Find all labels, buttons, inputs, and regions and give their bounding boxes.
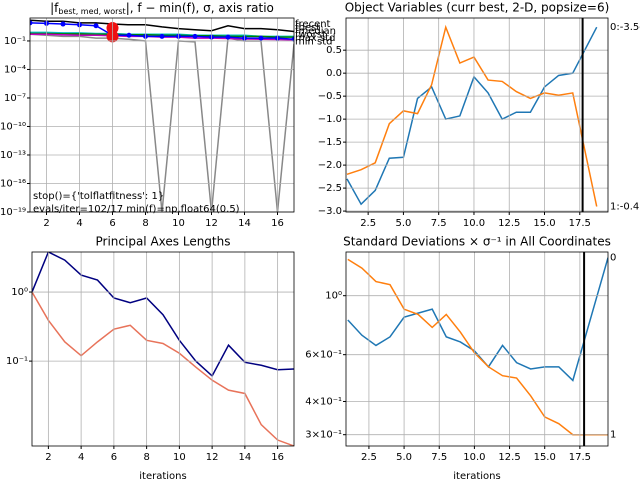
series-marker [291, 36, 294, 42]
x-tick-label: 12 [205, 218, 218, 229]
x-tick-label: 4 [78, 452, 84, 463]
y-tick-label: 0.0 [326, 68, 342, 79]
y-tick-label: 10⁻¹⁰ [0, 121, 26, 132]
plot-area [346, 24, 598, 207]
x-axis-label: iterations [139, 471, 186, 480]
series-line [32, 252, 294, 378]
x-tick-label: 2 [45, 452, 51, 463]
y-tick-label: −1.5 [318, 137, 342, 148]
x-tick-label: 10.0 [463, 218, 485, 229]
y-tick-label: 10⁰ [11, 287, 28, 298]
y-tick-label: 0.5 [326, 45, 342, 56]
series-line [347, 258, 608, 436]
x-tick-label: 4 [76, 218, 82, 229]
x-tick-label: 12 [206, 452, 219, 463]
y-tick-label: 10⁻¹³ [0, 150, 26, 161]
title-part: |f [50, 1, 59, 15]
right-label: fmedian [295, 26, 336, 37]
series-line [30, 19, 294, 33]
right-label: min std [295, 37, 333, 48]
series-line [30, 33, 294, 212]
y-tick-label: 6×10⁻¹ [305, 350, 342, 361]
chart-title: |fbest, med, worst|, f − min(f), σ, axis… [50, 1, 274, 16]
series-line [32, 291, 294, 446]
right-label: frecent [295, 19, 331, 30]
x-tick-label: 2 [43, 218, 49, 229]
series-marker [159, 33, 165, 39]
x-tick-label: 16 [271, 218, 284, 229]
x-tick-label: 16 [271, 452, 284, 463]
x-tick-label: 15.0 [534, 452, 556, 463]
x-tick-label: 5.0 [396, 452, 412, 463]
end-label: 1 [610, 430, 616, 441]
y-tick-label: −2.0 [318, 160, 342, 171]
series-line [346, 26, 598, 206]
plot-area [32, 252, 294, 446]
y-tick-label: 10⁻¹ [6, 356, 28, 367]
y-tick-label: 10⁻¹ [4, 36, 26, 47]
chart-title: Standard Deviations × σ⁻¹ in All Coordin… [343, 235, 611, 249]
chart-title: Object Variables (curr best, 2-D, popsiz… [345, 1, 610, 15]
y-tick-label: 3×10⁻¹ [305, 430, 342, 441]
series-marker [30, 20, 33, 26]
y-tick-label: −2.5 [318, 183, 342, 194]
y-tick-label: 4×10⁻¹ [305, 396, 342, 407]
x-tick-label: 7.5 [431, 452, 447, 463]
x-tick-label: 14 [239, 452, 252, 463]
x-tick-label: 15.0 [533, 218, 555, 229]
x-tick-label: 8 [142, 218, 148, 229]
y-tick-label: 10⁻¹⁹ [0, 207, 26, 218]
y-tick-label: −3.0 [318, 206, 342, 217]
series-line [346, 24, 598, 207]
title-part: |, f − min(f), σ, axis ratio [126, 1, 274, 15]
y-tick-label: 10⁻¹⁶ [0, 178, 26, 189]
series-line [347, 257, 608, 382]
right-label: fworst [295, 30, 326, 41]
y-tick-label: −0.5 [318, 91, 342, 102]
x-tick-label: 6 [111, 452, 117, 463]
y-tick-label: 10⁻⁷ [4, 93, 26, 104]
axes-frame [345, 17, 609, 213]
x-tick-label: 10 [173, 452, 186, 463]
axes-frame [345, 251, 609, 447]
plot-area [347, 257, 608, 436]
axes-frame [31, 251, 295, 447]
series-marker [60, 21, 66, 27]
right-label: fbest [295, 23, 320, 34]
end-label: 1:-0.43 [610, 201, 640, 212]
x-tick-label: 10 [172, 218, 185, 229]
x-tick-label: 6 [109, 218, 115, 229]
y-tick-label: −1.0 [318, 114, 342, 125]
x-tick-label: 8 [143, 452, 149, 463]
x-tick-label: 17.5 [569, 452, 591, 463]
series-marker [225, 34, 231, 40]
x-tick-label: 10.0 [463, 452, 485, 463]
axes-frame [29, 17, 295, 213]
annotation: stop()={'tolflatfitness': 1} [33, 191, 164, 202]
annotation: evals/iter=102/17 min(f)=np.float64(0.5) [33, 204, 240, 215]
end-label: 0 [610, 253, 616, 264]
x-tick-label: 17.5 [569, 218, 591, 229]
end-label: 0:-3.5e-3 [610, 22, 640, 33]
x-tick-label: 2.5 [360, 218, 376, 229]
y-tick-label: 10⁻⁴ [4, 64, 26, 75]
series-marker [258, 35, 264, 41]
series-marker [192, 33, 198, 39]
x-tick-label: 2.5 [361, 452, 377, 463]
series-marker [93, 23, 99, 29]
x-tick-label: 14 [238, 218, 251, 229]
x-tick-label: 12.5 [498, 218, 520, 229]
chart-title: Principal Axes Lengths [96, 235, 231, 249]
right-label: max std [295, 33, 335, 44]
y-tick-label: 10⁰ [325, 291, 342, 302]
x-axis-label: iterations [453, 471, 500, 480]
x-tick-label: 5.0 [395, 218, 411, 229]
title-part: best, med, worst [58, 7, 125, 16]
x-tick-label: 7.5 [431, 218, 447, 229]
series-marker [126, 32, 132, 38]
x-tick-label: 12.5 [498, 452, 520, 463]
